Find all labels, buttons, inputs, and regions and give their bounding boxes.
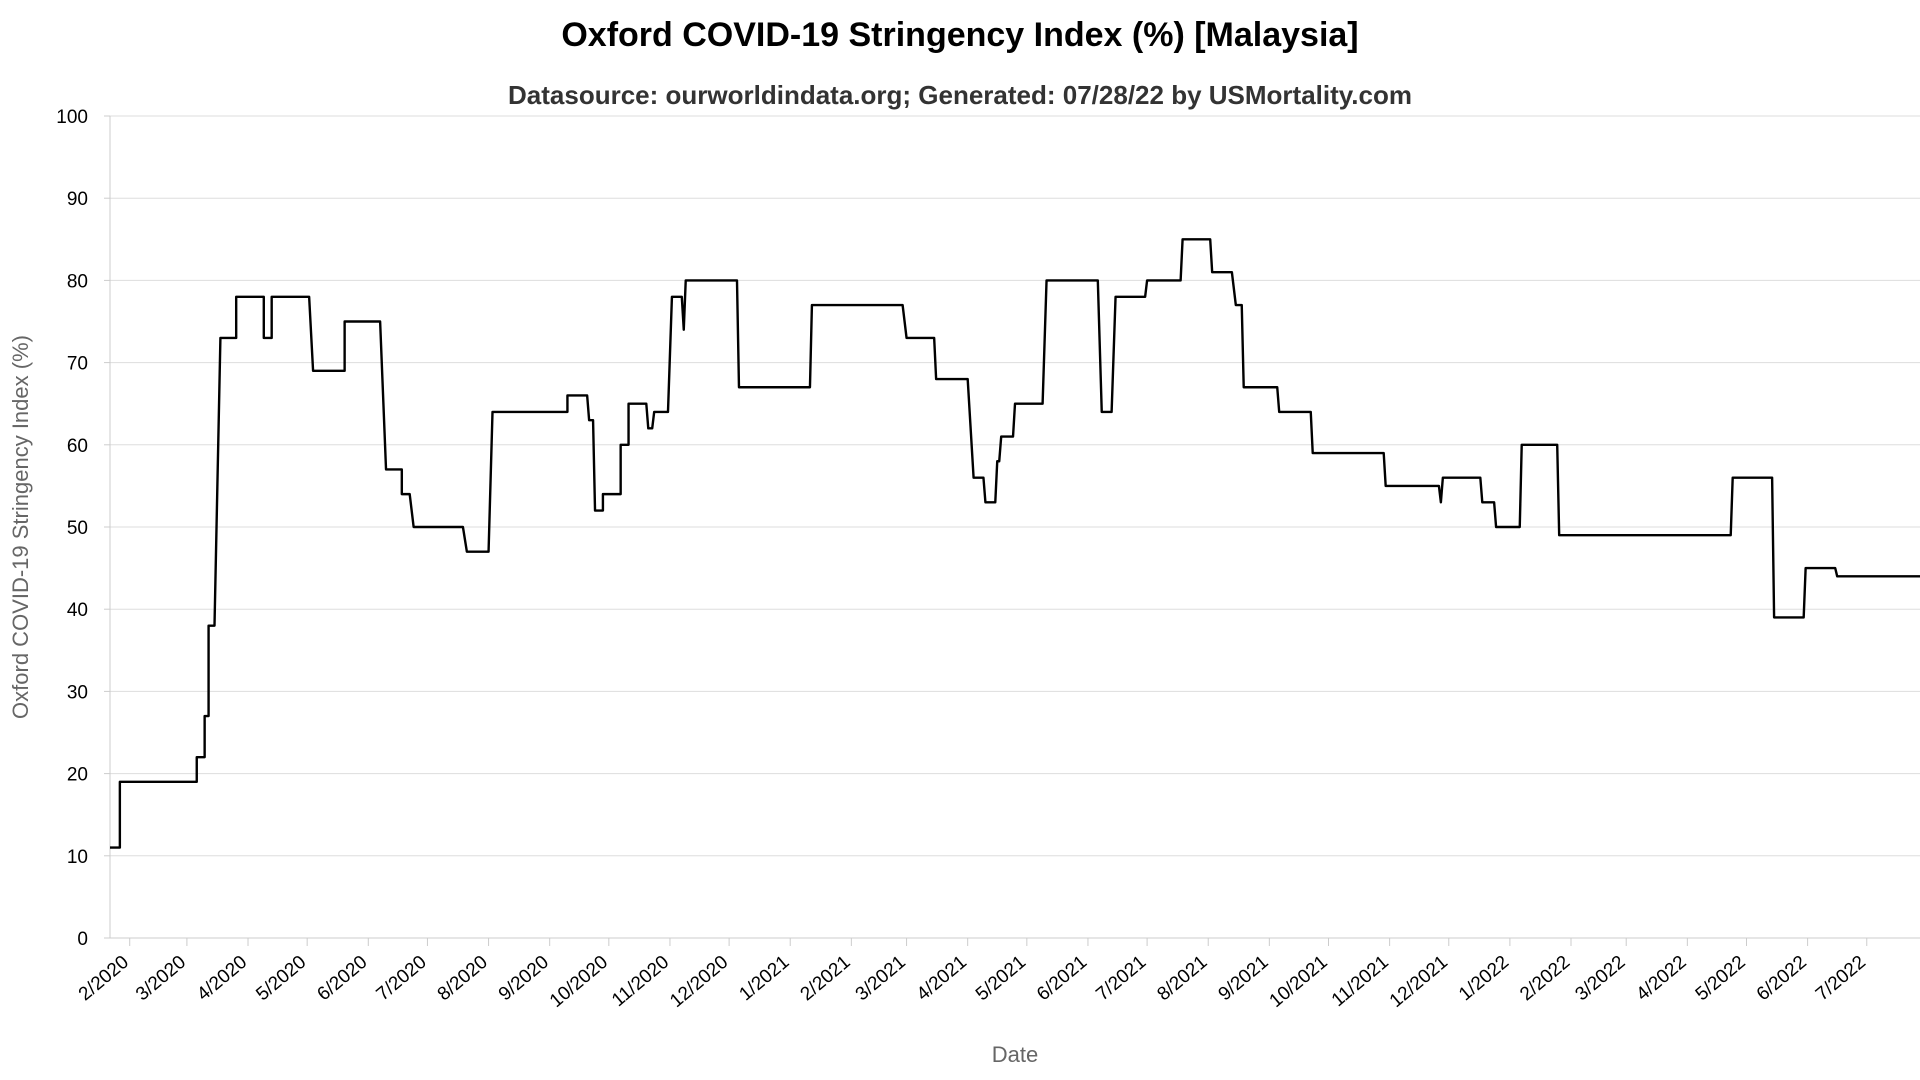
x-tick-label: 12/2021 [1386,952,1452,1012]
x-axis-title: Date [992,1042,1038,1067]
x-tick-label: 6/2022 [1753,952,1811,1005]
x-tick-label: 2/2022 [1516,952,1574,1005]
x-tick-label: 4/2020 [193,952,251,1005]
x-tick-label: 10/2020 [546,952,612,1012]
x-tick-label: 7/2022 [1812,952,1870,1005]
x-tick-label: 5/2021 [972,952,1030,1005]
y-tick-label: 60 [67,436,88,457]
x-axis-ticks: 2/2020 3/2020 4/2020 5/2020 6/2020 7/2020 8/20… [75,938,1870,1012]
y-tick-label: 30 [67,682,88,703]
x-tick-label: 11/2021 [1328,952,1393,1011]
y-tick-label: 100 [56,107,88,128]
series-group [110,238,1920,849]
stringency-line [110,238,1920,849]
x-tick-label: 3/2022 [1571,952,1629,1005]
x-tick-label: 4/2022 [1633,952,1691,1005]
x-tick-label: 2/2021 [797,952,855,1005]
x-tick-label: 12/2020 [666,952,732,1012]
y-axis-ticks: 0 10 20 30 40 50 60 70 80 90 100 [56,107,110,950]
x-tick-label: 4/2021 [913,952,971,1005]
x-tick-label: 10/2021 [1266,952,1332,1012]
y-tick-label: 10 [67,847,88,868]
y-tick-label: 50 [67,518,88,539]
y-tick-label: 20 [67,765,88,786]
y-tick-label: 40 [67,600,88,621]
x-tick-label: 5/2020 [252,952,310,1005]
gridlines [110,115,1920,939]
y-tick-label: 90 [67,189,88,210]
x-tick-label: 5/2022 [1692,952,1750,1005]
x-tick-label: 3/2020 [132,952,190,1005]
x-tick-label: 6/2021 [1033,952,1091,1005]
chart-subtitle: Datasource: ourworldindata.org; Generate… [508,80,1412,110]
y-tick-label: 70 [67,354,88,375]
x-tick-label: 6/2020 [313,952,371,1005]
x-tick-label: 3/2021 [852,952,910,1005]
y-tick-label: 0 [77,929,88,950]
y-axis-title: Oxford COVID-19 Stringency Index (%) [8,335,33,719]
x-tick-label: 11/2020 [608,952,673,1011]
x-tick-label: 2/2020 [75,952,133,1005]
chart-title: Oxford COVID-19 Stringency Index (%) [Ma… [561,16,1359,54]
y-tick-label: 80 [67,271,88,292]
x-tick-label: 7/2021 [1092,952,1150,1005]
x-tick-label: 8/2020 [434,952,492,1005]
x-tick-label: 9/2020 [495,952,553,1005]
x-tick-label: 8/2021 [1153,952,1211,1005]
x-tick-label: 9/2021 [1215,952,1273,1005]
x-tick-label: 1/2021 [735,952,793,1005]
x-tick-label: 7/2020 [373,952,431,1005]
x-tick-label: 1/2022 [1455,952,1513,1005]
